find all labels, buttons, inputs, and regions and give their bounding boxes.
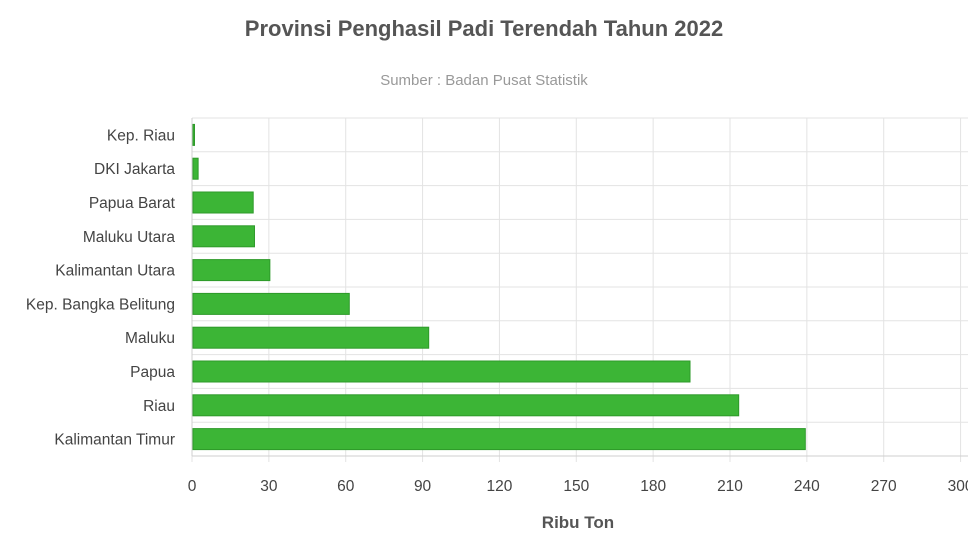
bar[interactable] (192, 225, 255, 248)
x-tick-label: 180 (640, 478, 666, 495)
x-tick-label: 0 (188, 478, 197, 495)
bar-series (192, 123, 806, 451)
category-label: Maluku (125, 330, 175, 347)
category-label: Kalimantan Timur (54, 432, 175, 449)
category-label: Kep. Bangka Belitung (26, 296, 175, 313)
category-label: Kalimantan Utara (55, 263, 175, 280)
category-labels: Kep. Riau DKI Jakarta Papua Barat Maluku Ut… (26, 127, 176, 448)
x-tick-labels: 0 30 60 90 120 150 180 210 240 270 300 (188, 478, 968, 495)
chart-title: Provinsi Penghasil Padi Terendah Tahun 2… (244, 16, 724, 41)
x-tick-label: 90 (414, 478, 432, 495)
x-tick-label: 210 (717, 478, 743, 495)
bar[interactable] (192, 191, 254, 214)
bar[interactable] (192, 360, 691, 383)
bar[interactable] (192, 394, 740, 417)
category-label: Papua (130, 364, 175, 381)
x-tick-label: 120 (486, 478, 512, 495)
bar[interactable] (192, 123, 195, 146)
x-tick-label: 240 (794, 478, 820, 495)
x-tick-label: 150 (563, 478, 589, 495)
category-label: DKI Jakarta (94, 161, 175, 178)
chart-subtitle: Sumber : Badan Pusat Statistik (380, 72, 588, 89)
x-tick-label: 60 (337, 478, 355, 495)
x-tick-label: 300 (948, 478, 968, 495)
bar[interactable] (192, 326, 430, 349)
bar[interactable] (192, 259, 271, 282)
bar[interactable] (192, 292, 350, 315)
category-label: Maluku Utara (83, 229, 176, 246)
category-label: Papua Barat (89, 195, 176, 212)
category-label: Riau (143, 398, 175, 415)
x-tick-label: 270 (871, 478, 897, 495)
category-label: Kep. Riau (107, 127, 175, 144)
bar[interactable] (192, 428, 806, 451)
x-tick-label: 30 (260, 478, 278, 495)
bar[interactable] (192, 157, 199, 180)
x-axis-title: Ribu Ton (542, 513, 614, 532)
